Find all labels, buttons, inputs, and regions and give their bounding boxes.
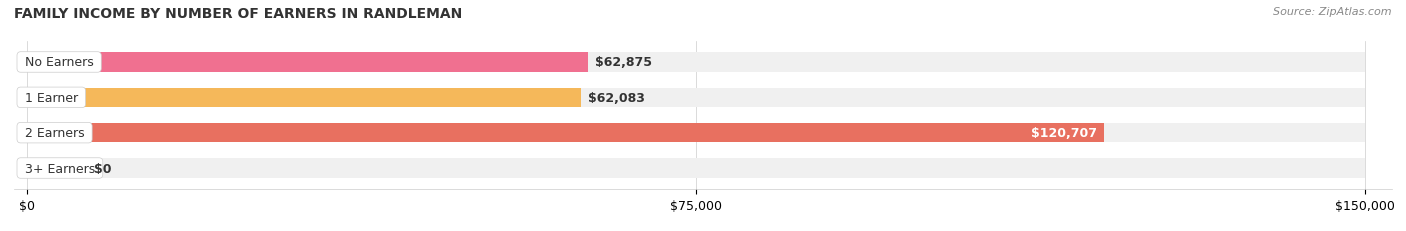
Text: $62,875: $62,875 bbox=[595, 56, 652, 69]
Text: 3+ Earners: 3+ Earners bbox=[21, 162, 98, 175]
Text: FAMILY INCOME BY NUMBER OF EARNERS IN RANDLEMAN: FAMILY INCOME BY NUMBER OF EARNERS IN RA… bbox=[14, 7, 463, 21]
Text: No Earners: No Earners bbox=[21, 56, 97, 69]
Text: 1 Earner: 1 Earner bbox=[21, 91, 82, 104]
Bar bbox=[28, 88, 1365, 108]
Text: 2 Earners: 2 Earners bbox=[21, 127, 89, 140]
Bar bbox=[28, 53, 588, 72]
Bar bbox=[28, 88, 581, 108]
Text: Source: ZipAtlas.com: Source: ZipAtlas.com bbox=[1274, 7, 1392, 17]
Bar bbox=[28, 123, 1104, 143]
Text: $120,707: $120,707 bbox=[1031, 127, 1097, 140]
Text: $0: $0 bbox=[94, 162, 112, 175]
Text: $62,083: $62,083 bbox=[588, 91, 645, 104]
Bar bbox=[28, 159, 1365, 178]
Bar bbox=[28, 159, 82, 178]
Bar bbox=[28, 123, 1365, 143]
Bar bbox=[28, 53, 1365, 72]
